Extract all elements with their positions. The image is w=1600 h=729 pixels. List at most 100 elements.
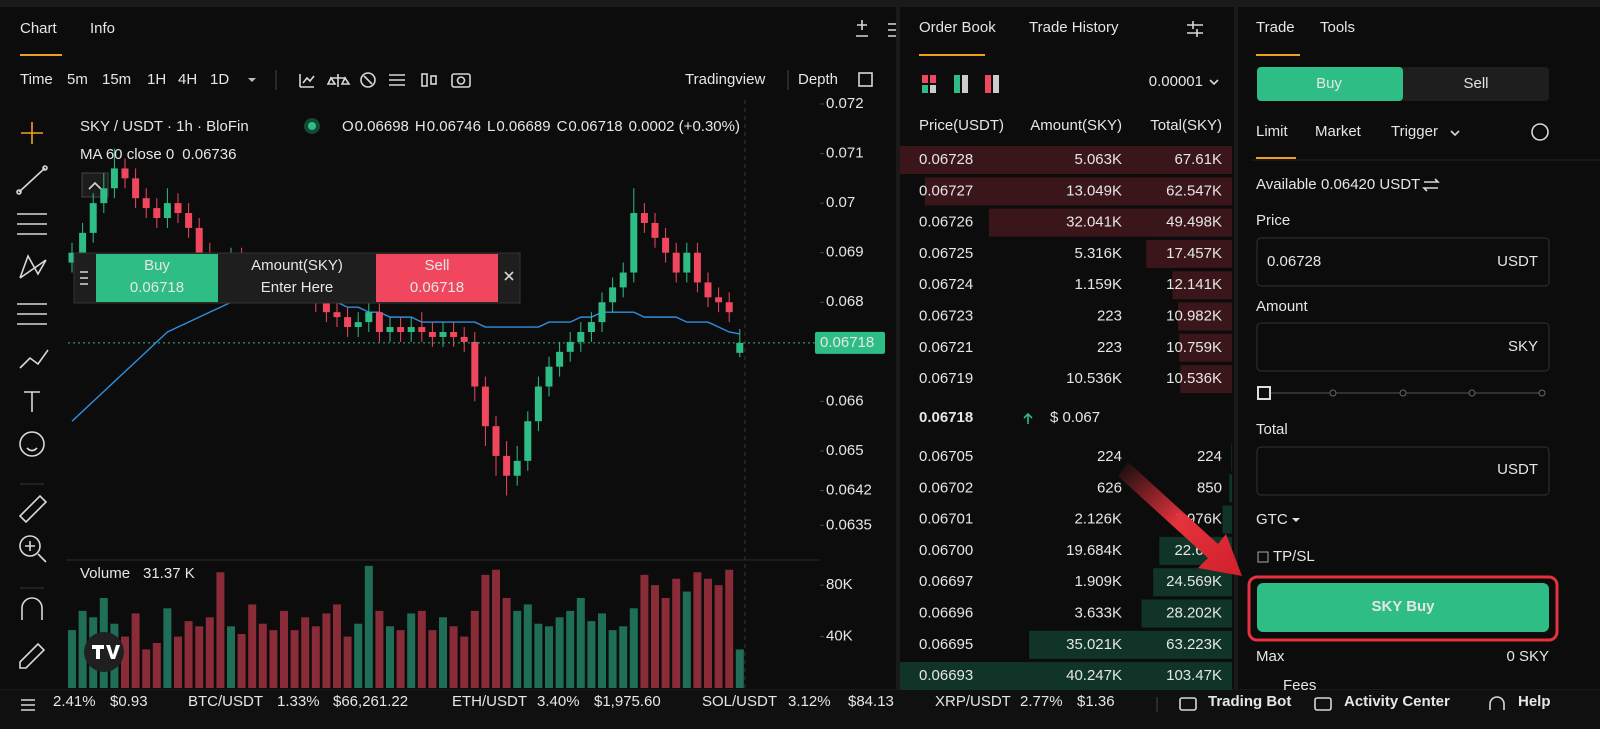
ohlc-open-label: O bbox=[342, 118, 354, 135]
price-value[interactable]: 0.06728 bbox=[1267, 253, 1321, 270]
order-price[interactable]: 0.06726 bbox=[919, 214, 973, 231]
ohlc-close: 0.06718 bbox=[568, 118, 622, 135]
book-view-icons[interactable] bbox=[922, 75, 999, 93]
order-price[interactable]: 0.06727 bbox=[919, 182, 973, 199]
precision-caret[interactable] bbox=[1209, 79, 1219, 86]
tools-tab[interactable]: Tools bbox=[1320, 19, 1355, 36]
chart-tab[interactable]: Chart bbox=[20, 20, 58, 37]
tpsl-checkbox[interactable] bbox=[1257, 551, 1269, 563]
info-tab[interactable]: Info bbox=[90, 20, 115, 37]
order-price[interactable]: 0.06728 bbox=[919, 151, 973, 168]
order-price[interactable]: 0.06695 bbox=[919, 636, 973, 653]
sell-tab-label[interactable]: Sell bbox=[1463, 75, 1488, 92]
order-price[interactable]: 0.06725 bbox=[919, 245, 973, 262]
order-price[interactable]: 0.06705 bbox=[919, 448, 973, 465]
timeframe[interactable]: 15m bbox=[102, 71, 131, 88]
available-label: Available bbox=[1256, 176, 1317, 193]
ticker-symbol[interactable]: BTC/USDT bbox=[188, 693, 263, 710]
order-price[interactable]: 0.06721 bbox=[919, 339, 973, 356]
tif-caret[interactable] bbox=[1292, 518, 1300, 522]
order-price[interactable]: 0.06696 bbox=[919, 604, 973, 621]
candle-body bbox=[428, 332, 436, 337]
footer-link[interactable]: Help bbox=[1518, 693, 1551, 710]
ma-value: 0.06736 bbox=[182, 146, 236, 163]
price-input[interactable] bbox=[1256, 237, 1550, 287]
volume-bar bbox=[661, 598, 670, 688]
order-price[interactable]: 0.06693 bbox=[919, 667, 973, 684]
price-tick-label: 0.066 bbox=[826, 392, 864, 409]
trade-history-tab[interactable]: Trade History bbox=[1029, 19, 1119, 36]
menu-icon[interactable] bbox=[21, 699, 35, 711]
tradingview-tab[interactable]: Tradingview bbox=[685, 71, 765, 88]
tif-select[interactable]: GTC bbox=[1256, 511, 1288, 528]
drawing-toolbar[interactable] bbox=[16, 122, 49, 669]
price-tick-label: 0.069 bbox=[826, 244, 864, 261]
slider-handle[interactable] bbox=[1257, 386, 1271, 400]
timeframe-caret[interactable] bbox=[248, 78, 256, 82]
order-total: 10.536K bbox=[1166, 370, 1222, 387]
timeframe[interactable]: 4H bbox=[178, 71, 197, 88]
trigger-caret[interactable] bbox=[1450, 130, 1460, 137]
order-price[interactable]: 0.06697 bbox=[919, 573, 973, 590]
order-total: 10.759K bbox=[1166, 339, 1222, 356]
ticker-symbol[interactable]: SOL/USDT bbox=[702, 693, 777, 710]
trade-tab[interactable]: Trade bbox=[1256, 19, 1295, 36]
fees-link[interactable]: Fees bbox=[1283, 677, 1316, 694]
footer-link[interactable]: Activity Center bbox=[1344, 693, 1450, 710]
quick-sell-button[interactable] bbox=[376, 254, 498, 302]
submit-button[interactable] bbox=[1257, 583, 1549, 632]
volume-bar bbox=[608, 630, 617, 688]
volume-bar bbox=[354, 623, 363, 688]
candle-body bbox=[418, 327, 426, 332]
candle-body bbox=[153, 208, 161, 218]
chart-tools[interactable] bbox=[299, 20, 896, 88]
last-price-badge bbox=[815, 331, 885, 354]
ticker-symbol[interactable]: ETH/USDT bbox=[452, 693, 527, 710]
price-tick-label: 0.068 bbox=[826, 293, 864, 310]
precision-select[interactable]: 0.00001 bbox=[1149, 73, 1203, 90]
quick-sell-label: Sell bbox=[424, 257, 449, 274]
order-book-tab[interactable]: Order Book bbox=[919, 19, 996, 36]
footer-link[interactable]: Trading Bot bbox=[1208, 693, 1291, 710]
timeframe[interactable]: Time bbox=[20, 71, 53, 88]
candle-body bbox=[704, 282, 712, 298]
order-price[interactable]: 0.06700 bbox=[919, 542, 973, 559]
buy-tab[interactable] bbox=[1257, 67, 1403, 101]
timeframe[interactable]: 5m bbox=[67, 71, 88, 88]
depth-bar bbox=[1178, 302, 1232, 331]
tpsl-label[interactable]: TP/SL bbox=[1273, 548, 1315, 565]
order-price[interactable]: 0.06702 bbox=[919, 479, 973, 496]
ticker-symbol[interactable]: XRP/USDT bbox=[935, 693, 1011, 710]
volume-bar bbox=[704, 578, 712, 688]
tab-underline bbox=[1256, 54, 1300, 56]
candle-body bbox=[163, 203, 171, 218]
depth-tab[interactable]: Depth bbox=[798, 71, 838, 88]
order-type-tab[interactable]: Trigger bbox=[1391, 123, 1438, 140]
volume-bar bbox=[576, 598, 585, 688]
swap-icon[interactable] bbox=[1422, 178, 1440, 192]
quick-buy-button[interactable] bbox=[96, 254, 218, 302]
order-price[interactable]: 0.06723 bbox=[919, 307, 973, 324]
order-price[interactable]: 0.06719 bbox=[919, 370, 973, 387]
amount-input[interactable] bbox=[1256, 322, 1550, 372]
order-type-tab[interactable]: Market bbox=[1315, 123, 1362, 140]
volume-bar bbox=[587, 621, 596, 688]
quick-amount-input[interactable]: Enter Here bbox=[261, 279, 334, 296]
help-icon[interactable] bbox=[1531, 123, 1549, 141]
last-price-label: 0.06718 bbox=[820, 334, 874, 351]
close-icon[interactable] bbox=[504, 271, 514, 281]
timeframe[interactable]: 1H bbox=[147, 71, 166, 88]
order-price[interactable]: 0.06701 bbox=[919, 511, 973, 528]
settings-icon[interactable] bbox=[1187, 21, 1203, 37]
timeframe[interactable]: 1D bbox=[210, 71, 229, 88]
order-type-tab[interactable]: Limit bbox=[1256, 123, 1289, 140]
tab-underline bbox=[1256, 157, 1296, 159]
tv-logo[interactable] bbox=[84, 632, 124, 672]
drag-handle[interactable] bbox=[80, 271, 88, 285]
submit-label: SKY Buy bbox=[1371, 598, 1435, 615]
volume-bar bbox=[301, 617, 310, 688]
total-input[interactable] bbox=[1256, 446, 1550, 496]
order-price[interactable]: 0.06724 bbox=[919, 276, 973, 293]
quick-sell-price: 0.06718 bbox=[410, 279, 464, 296]
footer-icons[interactable] bbox=[1179, 696, 1505, 711]
